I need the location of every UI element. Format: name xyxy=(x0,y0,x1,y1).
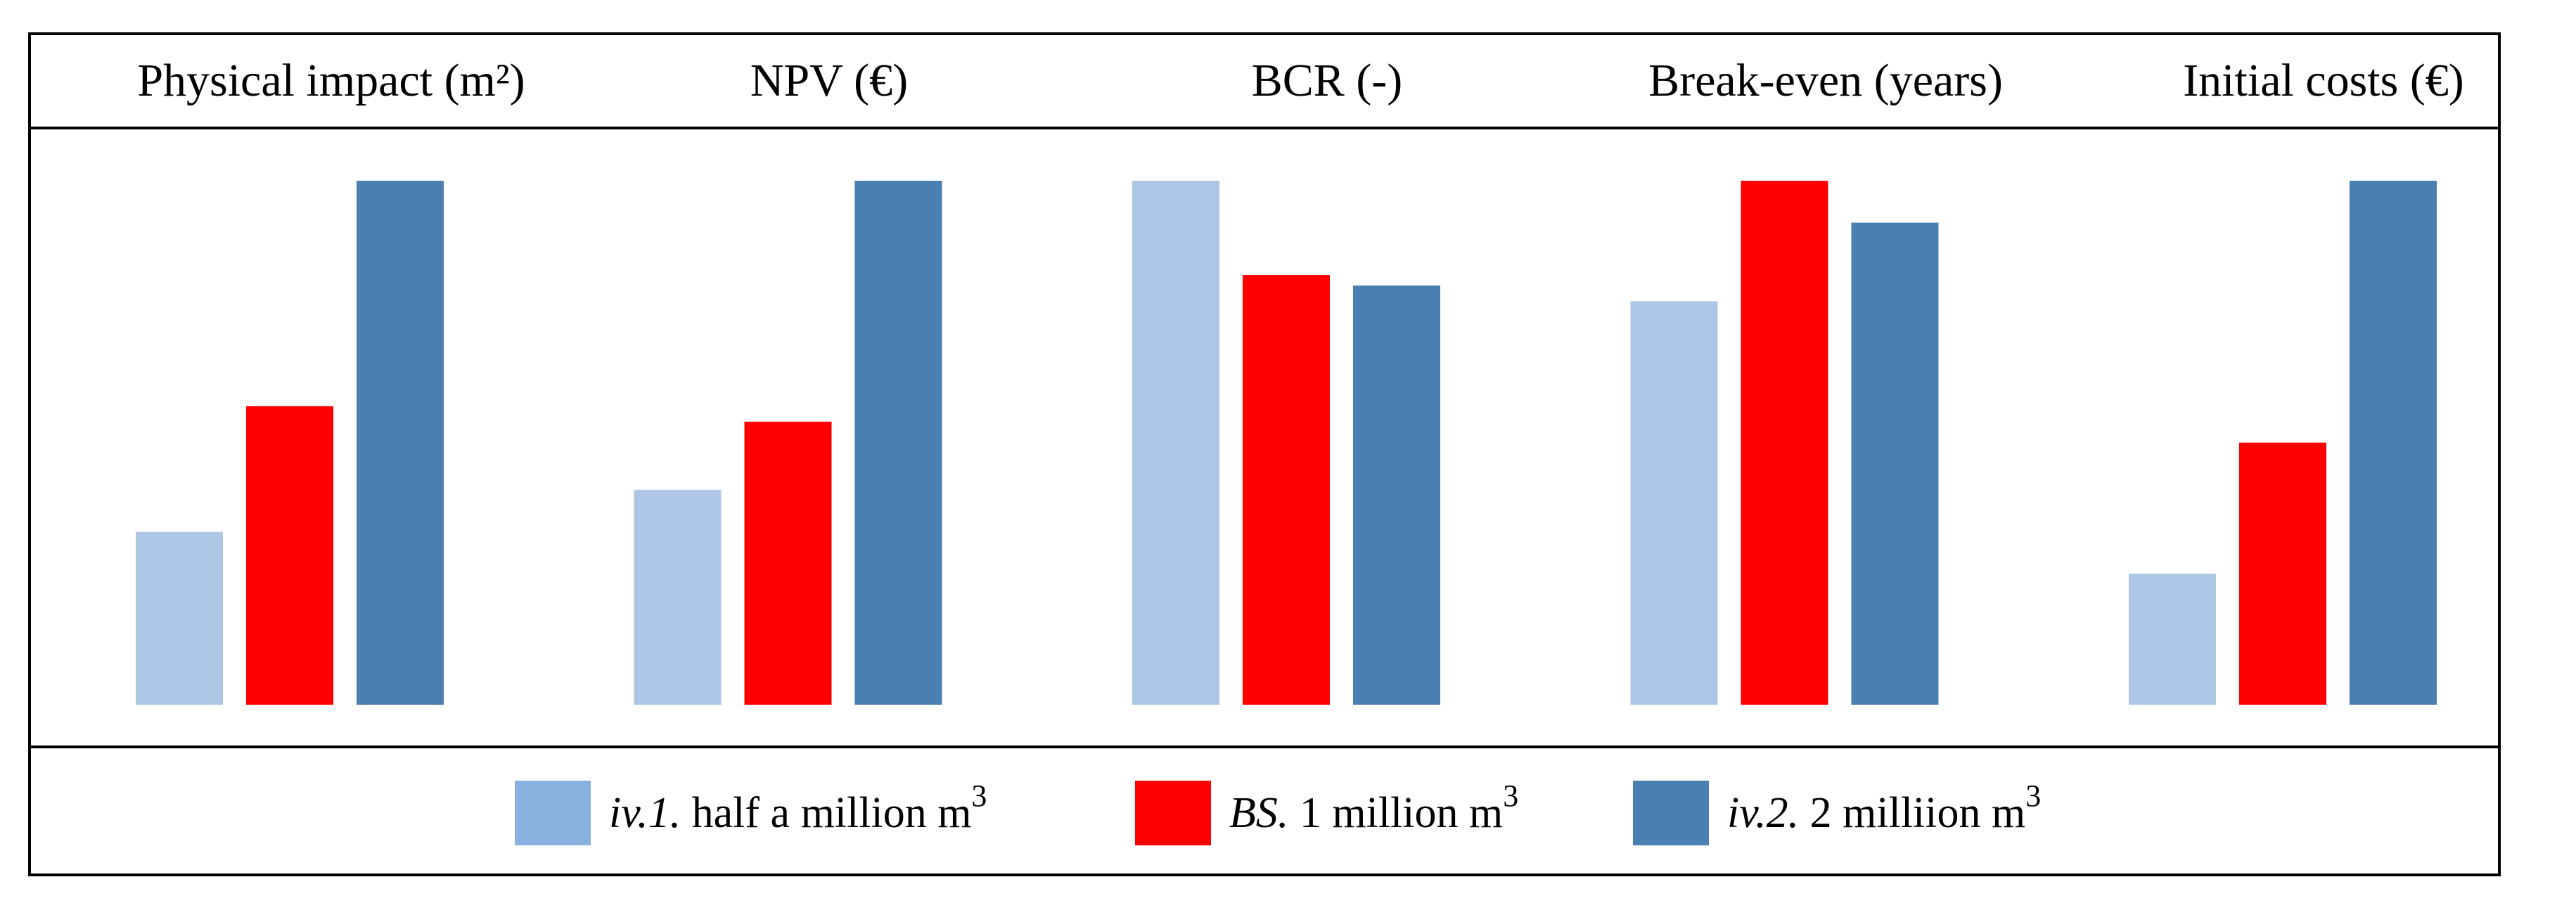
legend-label-bs: 1 million m xyxy=(1299,789,1504,837)
metric-title-bcr: BCR (-) xyxy=(1251,55,1403,106)
bar-iv2-initial-costs xyxy=(2350,181,2437,705)
legend-label-iv2: 2 milliion m xyxy=(1809,789,2026,837)
bar-bs-physical-impact xyxy=(246,406,333,705)
metric-title-physical-impact: Physical impact (m²) xyxy=(137,55,525,106)
bar-iv2-bcr xyxy=(1353,286,1440,705)
bar-bs-npv xyxy=(744,421,832,705)
metric-header-row: Physical impact (m²) NPV (€) BCR (-) Bre… xyxy=(31,35,2498,129)
metric-title-npv: NPV (€) xyxy=(750,55,909,106)
bar-iv1-bcr xyxy=(1132,181,1219,705)
legend-sup-iv2: 3 xyxy=(2025,779,2042,814)
chart-frame: Physical impact (m²) NPV (€) BCR (-) Bre… xyxy=(28,32,2501,876)
bar-iv2-npv xyxy=(854,181,942,705)
bar-plot-area xyxy=(31,129,2498,748)
metric-title-initial-costs: Initial costs (€) xyxy=(2183,55,2464,106)
bar-iv2-physical-impact xyxy=(357,181,444,705)
legend-label-iv1: half a million m xyxy=(691,789,972,837)
legend-prefix-bs: BS. xyxy=(1229,789,1289,837)
legend-swatch-bs xyxy=(1135,781,1211,845)
legend-prefix-iv2: iv.2. xyxy=(1727,789,1800,837)
bar-iv1-break-even xyxy=(1630,301,1718,705)
bar-iv2-break-even xyxy=(1851,222,1939,705)
legend-prefix-iv1: iv.1. xyxy=(609,789,681,837)
legend-sup-iv1: 3 xyxy=(971,779,987,814)
bar-iv1-initial-costs xyxy=(2129,573,2216,705)
metric-title-break-even: Break-even (years) xyxy=(1648,55,2003,106)
bar-iv1-npv xyxy=(634,490,722,705)
legend-sup-bs: 3 xyxy=(1503,779,1519,814)
bar-iv1-physical-impact xyxy=(136,532,223,705)
bar-bs-initial-costs xyxy=(2239,442,2326,705)
legend: iv.1. half a million m3 BS. 1 million m3… xyxy=(31,746,2498,874)
legend-swatch-iv1 xyxy=(515,781,591,845)
legend-swatch-iv2 xyxy=(1633,781,1709,845)
bar-chart-svg xyxy=(136,181,2437,705)
bar-bs-bcr xyxy=(1243,275,1330,705)
bar-bs-break-even xyxy=(1741,181,1828,705)
